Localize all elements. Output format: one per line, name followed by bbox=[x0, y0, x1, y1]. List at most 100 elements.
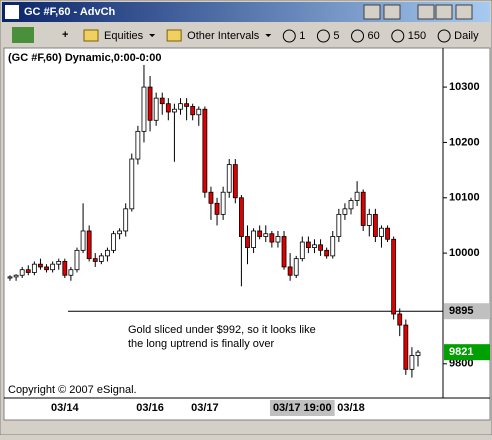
candle-body bbox=[202, 108, 208, 193]
candle-body bbox=[62, 261, 68, 276]
candle-body bbox=[257, 230, 263, 237]
candle-body bbox=[318, 244, 323, 251]
candle-body bbox=[330, 236, 336, 257]
interval-button[interactable]: 5 bbox=[333, 30, 339, 42]
candle-body bbox=[409, 355, 415, 370]
close[interactable] bbox=[455, 4, 473, 20]
candle-body bbox=[366, 213, 372, 226]
candle-body bbox=[342, 208, 348, 215]
minimize[interactable] bbox=[417, 4, 435, 20]
add-icon[interactable]: + bbox=[62, 29, 68, 41]
window-buttons bbox=[363, 4, 473, 20]
interval-icon[interactable] bbox=[351, 29, 365, 43]
app-icon bbox=[5, 5, 19, 19]
interval-button[interactable]: 150 bbox=[408, 30, 426, 42]
candle-body bbox=[31, 263, 37, 273]
candle-body bbox=[196, 108, 202, 116]
button[interactable] bbox=[383, 4, 401, 20]
y-tick-label: 10200 bbox=[449, 136, 480, 148]
interval-icon[interactable] bbox=[391, 29, 405, 43]
candle-body bbox=[184, 103, 189, 107]
y-tick-label: 10100 bbox=[449, 192, 480, 204]
dropdown[interactable]: Equities bbox=[104, 30, 144, 42]
interval-button[interactable]: Daily bbox=[454, 30, 479, 42]
cursor-label-box bbox=[269, 400, 335, 416]
candle-body bbox=[147, 86, 153, 121]
dropdown-arrow bbox=[265, 34, 272, 37]
interval-button[interactable]: 1 bbox=[299, 30, 305, 42]
x-tick-label: 03/17 bbox=[191, 402, 219, 414]
candle-body bbox=[403, 324, 409, 370]
candle-body bbox=[74, 249, 80, 271]
candle-body bbox=[190, 106, 196, 116]
y-tick-label: 10300 bbox=[449, 81, 480, 93]
link-icon[interactable] bbox=[12, 27, 34, 43]
dropdown-arrow bbox=[149, 34, 156, 37]
candle-body bbox=[214, 202, 220, 215]
candle-body bbox=[56, 261, 62, 265]
candle-body bbox=[50, 263, 56, 271]
candle-body bbox=[281, 236, 287, 268]
candle-body bbox=[232, 164, 238, 199]
candle-body bbox=[372, 213, 378, 237]
candle-body bbox=[379, 227, 384, 237]
candle-body bbox=[385, 227, 390, 240]
price-label-box bbox=[444, 303, 490, 320]
x-tick-label: 03/14 bbox=[51, 402, 79, 414]
candle-body bbox=[159, 97, 165, 105]
candle-body bbox=[336, 213, 342, 237]
maximize[interactable] bbox=[435, 4, 453, 20]
last-price-box bbox=[444, 344, 490, 361]
window-title: GC #F,60 - AdvCh bbox=[24, 6, 116, 18]
candle-body bbox=[44, 266, 49, 271]
annotation: the long uptrend is finally over bbox=[128, 338, 274, 350]
interval-button[interactable]: 60 bbox=[368, 30, 380, 42]
candle-body bbox=[135, 130, 141, 160]
candle-body bbox=[287, 266, 293, 276]
candle-body bbox=[123, 208, 129, 232]
interval-icon[interactable] bbox=[282, 29, 296, 43]
folder-icon[interactable] bbox=[83, 29, 99, 42]
candle-body bbox=[117, 230, 123, 235]
button[interactable] bbox=[363, 4, 381, 20]
candle-body bbox=[92, 258, 98, 262]
candle-body bbox=[208, 191, 214, 204]
chart-title: (GC #F,60) Dynamic,0:00-0:00 bbox=[8, 52, 161, 64]
annotation: Gold sliced under $992, so it looks like bbox=[128, 324, 316, 336]
candle-body bbox=[153, 97, 159, 121]
candle-body bbox=[226, 164, 232, 193]
candle-body bbox=[178, 103, 183, 110]
interval-icon[interactable] bbox=[316, 29, 330, 43]
candle-body bbox=[25, 269, 31, 273]
candle-body bbox=[111, 233, 116, 251]
x-tick-label: 03/17 19:00 bbox=[273, 402, 332, 414]
toolbar: + Equities Other Intervals 1 5 60 150 Daily bbox=[12, 27, 479, 43]
candle-body bbox=[86, 230, 92, 260]
candle-body bbox=[324, 249, 330, 257]
copyright: Copyright © 2007 eSignal. bbox=[8, 384, 137, 396]
candle-body bbox=[68, 269, 74, 276]
interval-icon[interactable] bbox=[437, 29, 451, 43]
candle-body bbox=[269, 233, 275, 243]
candle-body bbox=[172, 108, 177, 113]
candle-body bbox=[391, 238, 397, 315]
candle-body bbox=[105, 249, 110, 257]
candle-body bbox=[13, 274, 19, 278]
candle-body bbox=[312, 244, 317, 248]
plot: 10300 10200 10100 10000 9800 9895 03/14 03/16 03… bbox=[7, 64, 490, 416]
candle-body bbox=[305, 241, 311, 248]
folder-icon[interactable] bbox=[166, 29, 182, 42]
candle-body bbox=[299, 241, 305, 260]
candle-body bbox=[239, 197, 244, 237]
candle-body bbox=[293, 258, 299, 276]
dropdown[interactable]: Other Intervals bbox=[187, 30, 260, 42]
candle-body bbox=[275, 236, 281, 243]
candle-body bbox=[415, 351, 421, 356]
candle-body bbox=[141, 86, 147, 132]
candle-body bbox=[165, 103, 171, 113]
candle-body bbox=[354, 191, 360, 201]
price-label: 9895 bbox=[449, 305, 473, 317]
y-tick-label: 10000 bbox=[449, 247, 480, 259]
candle-body bbox=[220, 191, 226, 215]
